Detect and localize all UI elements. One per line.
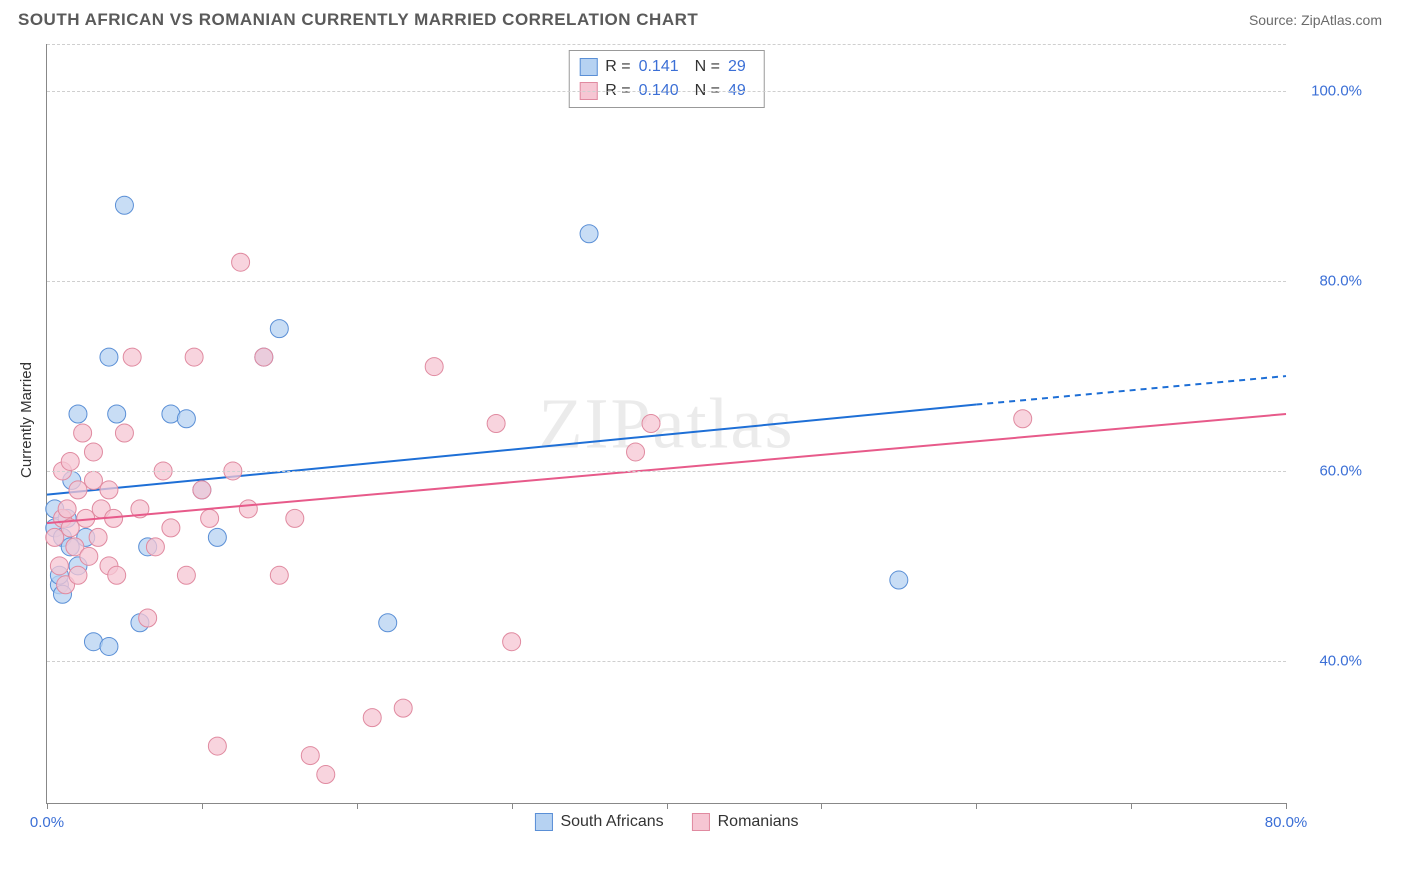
legend-swatch-south-africans xyxy=(579,58,597,76)
data-point xyxy=(317,766,335,784)
chart-source: Source: ZipAtlas.com xyxy=(1249,12,1382,28)
data-point xyxy=(84,443,102,461)
data-point xyxy=(580,225,598,243)
data-point xyxy=(69,566,87,584)
data-point xyxy=(100,348,118,366)
chart-title: SOUTH AFRICAN VS ROMANIAN CURRENTLY MARR… xyxy=(18,10,698,30)
gridline xyxy=(47,661,1286,662)
data-point xyxy=(394,699,412,717)
gridline xyxy=(47,91,1286,92)
data-point xyxy=(379,614,397,632)
data-point xyxy=(270,566,288,584)
data-point xyxy=(177,566,195,584)
data-point xyxy=(115,196,133,214)
data-point xyxy=(487,415,505,433)
data-point xyxy=(89,528,107,546)
data-point xyxy=(146,538,164,556)
legend-item-romanians: Romanians xyxy=(692,813,799,831)
legend-label: Romanians xyxy=(718,813,799,831)
data-point xyxy=(61,452,79,470)
legend-row: R = 0.141 N = 29 xyxy=(579,55,754,79)
data-point xyxy=(84,471,102,489)
legend-item-south-africans: South Africans xyxy=(534,813,663,831)
data-point xyxy=(208,737,226,755)
data-point xyxy=(232,253,250,271)
data-point xyxy=(193,481,211,499)
y-tick-label: 80.0% xyxy=(1319,273,1362,290)
data-point xyxy=(363,709,381,727)
n-label: N = xyxy=(695,55,720,79)
data-point xyxy=(100,481,118,499)
x-tick xyxy=(357,803,358,809)
y-tick-label: 40.0% xyxy=(1319,652,1362,669)
data-point xyxy=(270,320,288,338)
x-tick xyxy=(976,803,977,809)
data-point xyxy=(425,358,443,376)
data-point xyxy=(69,481,87,499)
gridline xyxy=(47,281,1286,282)
data-point xyxy=(201,509,219,527)
data-point xyxy=(627,443,645,461)
x-tick xyxy=(1286,803,1287,809)
data-point xyxy=(139,609,157,627)
data-point xyxy=(58,500,76,518)
data-point xyxy=(642,415,660,433)
data-point xyxy=(46,528,64,546)
data-point xyxy=(50,557,68,575)
data-point xyxy=(162,519,180,537)
data-point xyxy=(1014,410,1032,428)
chart-plot-area: ZIPatlas R = 0.141 N = 29 R = 0.140 N = … xyxy=(46,44,1286,804)
x-tick xyxy=(512,803,513,809)
n-value: 29 xyxy=(728,55,746,79)
data-point xyxy=(239,500,257,518)
y-axis-title: Currently Married xyxy=(18,362,35,478)
regression-line-extrapolated xyxy=(976,376,1286,404)
data-point xyxy=(115,424,133,442)
x-tick xyxy=(821,803,822,809)
data-point xyxy=(108,566,126,584)
x-tick-label: 0.0% xyxy=(30,814,64,831)
r-label: R = xyxy=(605,55,630,79)
x-tick xyxy=(1131,803,1132,809)
chart-header: SOUTH AFRICAN VS ROMANIAN CURRENTLY MARR… xyxy=(0,0,1406,30)
data-point xyxy=(208,528,226,546)
data-point xyxy=(503,633,521,651)
data-point xyxy=(255,348,273,366)
data-point xyxy=(123,348,141,366)
data-point xyxy=(177,410,195,428)
legend-label: South Africans xyxy=(560,813,663,831)
x-tick xyxy=(667,803,668,809)
data-point xyxy=(286,509,304,527)
gridline xyxy=(47,44,1286,45)
data-point xyxy=(890,571,908,589)
x-tick xyxy=(47,803,48,809)
data-point xyxy=(100,637,118,655)
series-legend: South Africans Romanians xyxy=(534,813,798,831)
r-value: 0.141 xyxy=(639,55,679,79)
legend-swatch-icon xyxy=(692,813,710,831)
x-tick xyxy=(202,803,203,809)
y-tick-label: 100.0% xyxy=(1311,83,1362,100)
chart-svg xyxy=(47,44,1286,803)
gridline xyxy=(47,471,1286,472)
data-point xyxy=(301,747,319,765)
data-point xyxy=(69,405,87,423)
correlation-legend: R = 0.141 N = 29 R = 0.140 N = 49 xyxy=(568,50,765,108)
data-point xyxy=(185,348,203,366)
data-point xyxy=(74,424,92,442)
data-point xyxy=(108,405,126,423)
data-point xyxy=(80,547,98,565)
legend-swatch-icon xyxy=(534,813,552,831)
x-tick-label: 80.0% xyxy=(1265,814,1308,831)
y-tick-label: 60.0% xyxy=(1319,462,1362,479)
